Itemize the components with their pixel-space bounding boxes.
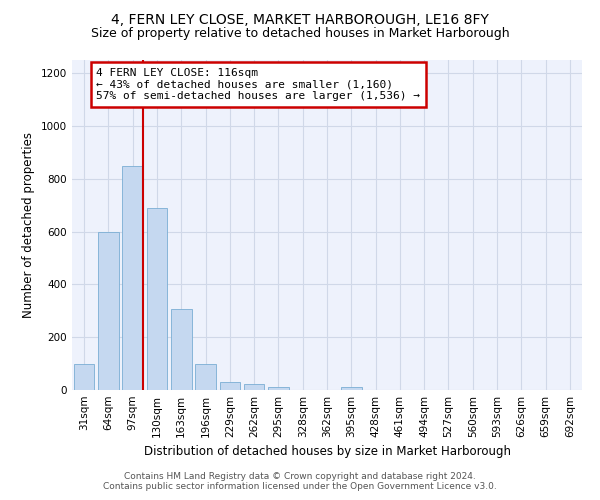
Text: Contains public sector information licensed under the Open Government Licence v3: Contains public sector information licen… — [103, 482, 497, 491]
Bar — [171, 310, 191, 390]
Bar — [268, 388, 289, 390]
Bar — [220, 382, 240, 390]
Y-axis label: Number of detached properties: Number of detached properties — [22, 132, 35, 318]
Bar — [244, 384, 265, 390]
Bar — [74, 364, 94, 390]
Bar — [195, 364, 216, 390]
X-axis label: Distribution of detached houses by size in Market Harborough: Distribution of detached houses by size … — [143, 446, 511, 458]
Text: Contains HM Land Registry data © Crown copyright and database right 2024.: Contains HM Land Registry data © Crown c… — [124, 472, 476, 481]
Text: 4, FERN LEY CLOSE, MARKET HARBOROUGH, LE16 8FY: 4, FERN LEY CLOSE, MARKET HARBOROUGH, LE… — [111, 12, 489, 26]
Text: 4 FERN LEY CLOSE: 116sqm
← 43% of detached houses are smaller (1,160)
57% of sem: 4 FERN LEY CLOSE: 116sqm ← 43% of detach… — [96, 68, 420, 101]
Bar — [341, 388, 362, 390]
Bar — [122, 166, 143, 390]
Bar — [146, 208, 167, 390]
Bar — [98, 232, 119, 390]
Text: Size of property relative to detached houses in Market Harborough: Size of property relative to detached ho… — [91, 28, 509, 40]
